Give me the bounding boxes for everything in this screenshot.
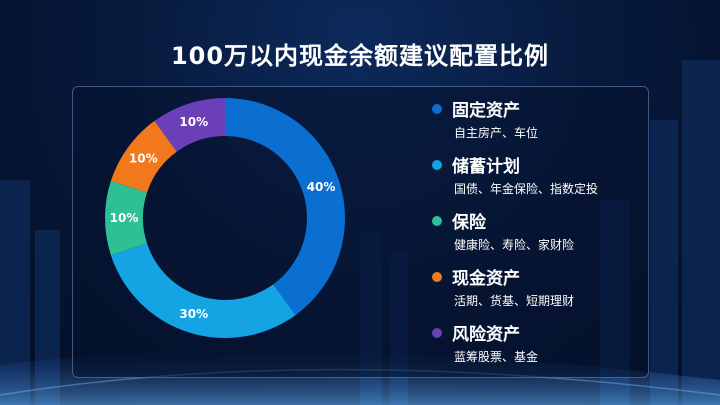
legend-item: 现金资产活期、货基、短期理财 bbox=[432, 264, 647, 320]
page-title: 100万以内现金余额建议配置比例 bbox=[170, 42, 550, 70]
legend-swatch bbox=[432, 272, 442, 282]
legend-label: 现金资产 bbox=[452, 269, 520, 289]
legend-description: 健康险、寿险、家财险 bbox=[454, 238, 575, 252]
legend-label: 固定资产 bbox=[452, 101, 520, 121]
donut-slice-3 bbox=[105, 180, 148, 256]
legend-label: 储蓄计划 bbox=[452, 157, 520, 177]
slice-percent-label: 30% bbox=[179, 307, 208, 321]
legend-swatch bbox=[432, 104, 442, 114]
slice-percent-label: 10% bbox=[110, 211, 139, 225]
legend-description: 自主房产、车位 bbox=[454, 126, 539, 140]
chart-legend: 固定资产自主房产、车位储蓄计划国债、年金保险、指数定投保险健康险、寿险、家财险现… bbox=[432, 96, 647, 376]
slice-percent-label: 10% bbox=[179, 115, 208, 129]
slice-percent-label: 10% bbox=[129, 152, 158, 166]
legend-label: 风险资产 bbox=[452, 325, 520, 345]
legend-swatch bbox=[432, 216, 442, 226]
legend-item: 风险资产蓝筹股票、基金 bbox=[432, 320, 647, 376]
donut-slice-2 bbox=[110, 243, 296, 338]
legend-description: 活期、货基、短期理财 bbox=[454, 294, 575, 308]
legend-swatch bbox=[432, 160, 442, 170]
legend-swatch bbox=[432, 328, 442, 338]
slice-percent-label: 40% bbox=[307, 180, 336, 194]
donut-slice-5 bbox=[154, 98, 225, 152]
legend-description: 国债、年金保险、指数定投 bbox=[454, 182, 599, 196]
donut-slice-4 bbox=[110, 120, 177, 193]
legend-item: 储蓄计划国债、年金保险、指数定投 bbox=[432, 152, 647, 208]
donut-slice-1 bbox=[225, 98, 346, 316]
legend-label: 保险 bbox=[452, 213, 486, 233]
legend-description: 蓝筹股票、基金 bbox=[454, 350, 539, 364]
legend-item: 保险健康险、寿险、家财险 bbox=[432, 208, 647, 264]
donut-chart: 40% 30% 10% 10% 10% bbox=[105, 98, 346, 338]
legend-item: 固定资产自主房产、车位 bbox=[432, 96, 647, 152]
